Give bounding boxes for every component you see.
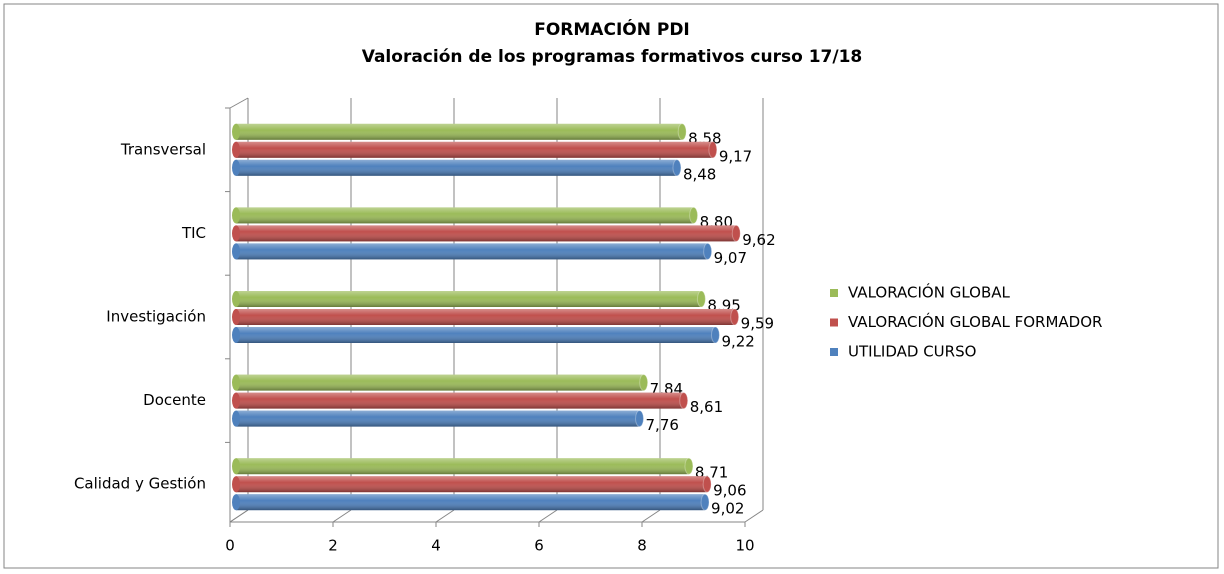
data-label: 8,48 <box>683 165 716 183</box>
bar-shade <box>236 123 683 140</box>
bar-cap <box>700 493 710 511</box>
bar-shade <box>236 327 716 343</box>
legend-label: VALORACIÓN GLOBAL FORMADOR <box>848 312 1102 331</box>
bar-shade <box>236 392 684 409</box>
x-tick-label: 8 <box>637 537 647 555</box>
bar <box>232 242 713 260</box>
bar <box>232 308 740 326</box>
grid-line <box>744 509 764 523</box>
grid-line <box>538 509 558 523</box>
bar-cap <box>702 475 712 493</box>
legend-label: UTILIDAD CURSO <box>848 343 976 361</box>
grid-line <box>641 509 661 523</box>
bar <box>232 206 699 224</box>
x-tick-label: 0 <box>225 537 235 555</box>
x-tick-label: 6 <box>534 537 544 555</box>
grid-line <box>229 509 249 523</box>
bar <box>232 493 710 511</box>
bar-cap <box>672 159 682 177</box>
bar-cap <box>684 457 694 475</box>
bar-base <box>232 309 240 325</box>
bar-shade <box>236 458 689 475</box>
x-tick-label: 10 <box>735 537 754 555</box>
bar-base <box>232 141 240 158</box>
data-label: 9,22 <box>721 333 754 351</box>
bar-base <box>232 476 240 493</box>
bar-shade <box>236 476 708 493</box>
legend-label: VALORACIÓN GLOBAL <box>848 283 1011 302</box>
data-label: 9,17 <box>719 147 752 165</box>
grid-line <box>435 509 455 523</box>
bar-cap <box>710 326 720 344</box>
bar <box>232 141 718 159</box>
bar <box>232 410 645 428</box>
bar-base <box>232 374 240 391</box>
bar-shade <box>236 207 694 224</box>
bar-cap <box>731 224 741 242</box>
bar-cap <box>635 410 645 428</box>
bar-shade <box>236 159 677 176</box>
legend-swatch <box>830 348 838 356</box>
bar <box>232 123 687 141</box>
bar-cap <box>696 290 706 308</box>
bar-shade <box>236 374 644 391</box>
bar-base <box>232 243 240 260</box>
bar <box>232 290 706 308</box>
bar-base <box>232 458 240 475</box>
data-label: 9,62 <box>742 231 775 249</box>
bar-base <box>232 291 240 307</box>
bar-base <box>232 123 240 140</box>
bar-shade <box>236 243 708 260</box>
bar <box>232 159 682 177</box>
bar-cap <box>677 123 687 141</box>
bar-base <box>232 392 240 409</box>
x-tick-label: 2 <box>328 537 338 555</box>
bar-cap <box>730 308 740 326</box>
bar-base <box>232 159 240 176</box>
bar-cap <box>639 374 649 392</box>
bar-shade <box>236 225 737 242</box>
data-label: 9,07 <box>714 249 747 267</box>
data-label: 9,59 <box>741 315 774 333</box>
y-tick-label: Calidad y Gestión <box>74 475 206 493</box>
grid-line <box>332 509 352 523</box>
bar-cap <box>703 242 713 260</box>
bar-base <box>232 225 240 242</box>
bar-shade <box>236 141 713 158</box>
bar-shade <box>236 410 640 427</box>
chart-subtitle: Valoración de los programas formativos c… <box>362 47 863 67</box>
legend-swatch <box>830 318 838 327</box>
data-label: 8,61 <box>690 398 723 416</box>
bar-base <box>232 327 240 343</box>
x-tick-label: 4 <box>431 537 441 555</box>
chart-title: FORMACIÓN PDI <box>534 18 690 40</box>
bar-shade <box>236 291 702 307</box>
y-tick-label: TIC <box>181 224 206 242</box>
bar <box>232 374 649 392</box>
data-label: 7,76 <box>646 416 679 434</box>
bar-base <box>232 410 240 427</box>
bar-shade <box>236 494 706 511</box>
bar-cap <box>689 206 699 224</box>
bar <box>232 457 694 475</box>
bar-base <box>232 494 240 511</box>
y-tick-label: Transversal <box>120 140 206 158</box>
data-label: 9,06 <box>713 482 746 500</box>
bar <box>232 392 689 410</box>
bar <box>232 224 741 242</box>
legend-swatch <box>830 289 838 297</box>
bar <box>232 326 720 344</box>
bar-cap <box>708 141 718 159</box>
bar-shade <box>236 309 735 325</box>
y-tick-label: Investigación <box>106 308 206 326</box>
axis-line <box>229 97 249 109</box>
bar-cap <box>679 392 689 410</box>
bar-base <box>232 207 240 224</box>
data-label: 9,02 <box>711 500 744 518</box>
y-tick-label: Docente <box>143 391 206 409</box>
bar <box>232 475 712 493</box>
